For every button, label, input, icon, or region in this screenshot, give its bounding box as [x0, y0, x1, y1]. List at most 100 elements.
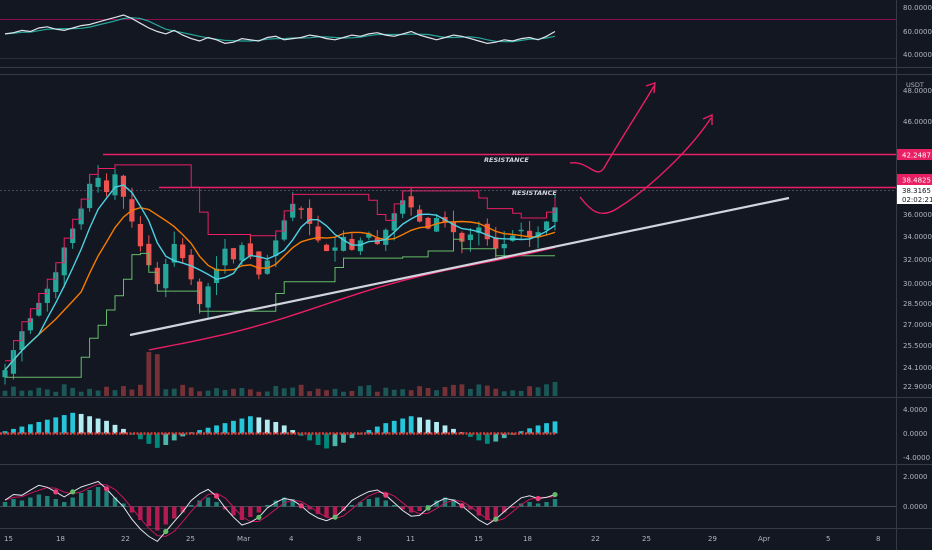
volume-bar [146, 352, 152, 396]
candle-body[interactable] [103, 180, 110, 193]
candle-body[interactable] [222, 248, 228, 266]
candle-body[interactable] [493, 237, 499, 249]
oscillator-bar [493, 506, 498, 517]
candle-body[interactable] [247, 243, 253, 256]
price-axis[interactable]: 80.0000 60.0000 40.0000 USDT 48.0000 46.… [897, 4, 932, 511]
candle-body[interactable] [408, 196, 414, 208]
price-axis-tick: 36.0000 [903, 211, 932, 219]
oscillator-bar [349, 505, 355, 507]
rsi-line [4, 14, 556, 45]
candle-body[interactable] [171, 243, 177, 263]
projection-arrow-1[interactable] [569, 85, 655, 173]
candle-body[interactable] [501, 243, 507, 249]
candle-body[interactable] [527, 230, 533, 237]
candle-body[interactable] [53, 272, 59, 292]
candle-body[interactable] [307, 207, 313, 224]
candle-body[interactable] [450, 222, 457, 233]
candle-body[interactable] [44, 288, 50, 303]
candle-body[interactable] [459, 232, 465, 242]
candle-body[interactable] [518, 229, 524, 232]
macd-axis-tick: 0.0000 [903, 430, 928, 438]
candle-body[interactable] [383, 229, 389, 245]
oscillator-bar [434, 500, 439, 507]
price-axis-tick: 22.9000 [903, 383, 932, 391]
macd-bar [273, 422, 279, 434]
candle-body[interactable] [391, 213, 397, 231]
cross-dot [298, 503, 304, 509]
candle-body[interactable] [10, 350, 17, 374]
macd-bar [332, 433, 338, 447]
candle-body[interactable] [27, 318, 33, 331]
candle-body[interactable] [476, 227, 482, 233]
oscillator-signal-line [4, 483, 556, 537]
candle-body[interactable] [188, 254, 194, 280]
macd-bar [27, 424, 33, 434]
candle-body[interactable] [315, 226, 321, 241]
candle-body[interactable] [205, 286, 211, 308]
oscillator-bar [324, 506, 329, 517]
price-pane[interactable]: RESISTANCE RESISTANCE [0, 81, 896, 396]
macd-pane[interactable] [0, 412, 558, 449]
projection-arrow-2[interactable] [579, 117, 712, 214]
oscillator-bar [256, 506, 262, 513]
candle-body[interactable] [180, 244, 186, 259]
volume-bar [290, 387, 296, 396]
candle-body[interactable] [2, 370, 8, 378]
candle-body[interactable] [552, 207, 558, 222]
candle-body[interactable] [332, 247, 338, 251]
oscillator-bar [28, 497, 33, 507]
candle-body[interactable] [340, 236, 347, 251]
oscillator-bar [188, 505, 194, 507]
candle-body[interactable] [163, 263, 169, 289]
cross-dot [256, 514, 262, 520]
candle-body[interactable] [433, 218, 440, 232]
oscillator-bar [502, 506, 507, 513]
macd-bar [121, 428, 126, 434]
macd-bar [78, 413, 84, 434]
candle-body[interactable] [137, 224, 143, 247]
candle-body[interactable] [535, 232, 541, 237]
oscillator-bar [468, 506, 473, 510]
candle-body[interactable] [256, 251, 262, 275]
macd-bar [476, 433, 482, 441]
volume-bar [205, 390, 211, 396]
candle-body[interactable] [425, 217, 431, 229]
candle-body[interactable] [366, 233, 372, 238]
candle-body[interactable] [239, 245, 245, 261]
time-axis[interactable]: 15 18 22 25 Mar 4 8 11 15 18 22 25 29 Ap… [4, 535, 880, 543]
candle-body[interactable] [298, 208, 304, 210]
candle-body[interactable] [357, 240, 363, 252]
candle-body[interactable] [417, 209, 423, 222]
candle-body[interactable] [112, 174, 118, 196]
macd-bar [222, 423, 228, 434]
candle-body[interactable] [323, 244, 330, 252]
candle-body[interactable] [543, 221, 550, 231]
ascending-trend-line[interactable] [129, 196, 790, 337]
time-axis-label: 5 [826, 535, 830, 543]
oscillator-cross-dots [53, 486, 558, 535]
macd-bar [197, 430, 203, 434]
volume-bar [247, 389, 253, 396]
candle-body[interactable] [467, 234, 473, 241]
candle-body[interactable] [95, 177, 101, 187]
volume-bar [374, 391, 380, 396]
candle-body[interactable] [264, 260, 270, 274]
oscillator-bar [214, 502, 219, 507]
candle-body[interactable] [120, 175, 127, 197]
macd-bar [366, 430, 372, 434]
cross-dot [552, 491, 558, 498]
candle-body[interactable] [230, 248, 237, 260]
candle-body[interactable] [213, 268, 220, 284]
candle-body[interactable] [484, 223, 490, 240]
projection-arrow-1-head [645, 81, 656, 94]
candle-body[interactable] [273, 240, 279, 256]
candle-body[interactable] [510, 235, 516, 241]
rsi-pane[interactable] [0, 14, 896, 59]
macd-bar [493, 433, 499, 442]
oscillator-pane[interactable] [0, 480, 896, 543]
cross-dot [103, 486, 110, 492]
oscillator-bar [138, 506, 143, 520]
macd-bar [467, 433, 473, 437]
candle-body[interactable] [400, 200, 406, 214]
